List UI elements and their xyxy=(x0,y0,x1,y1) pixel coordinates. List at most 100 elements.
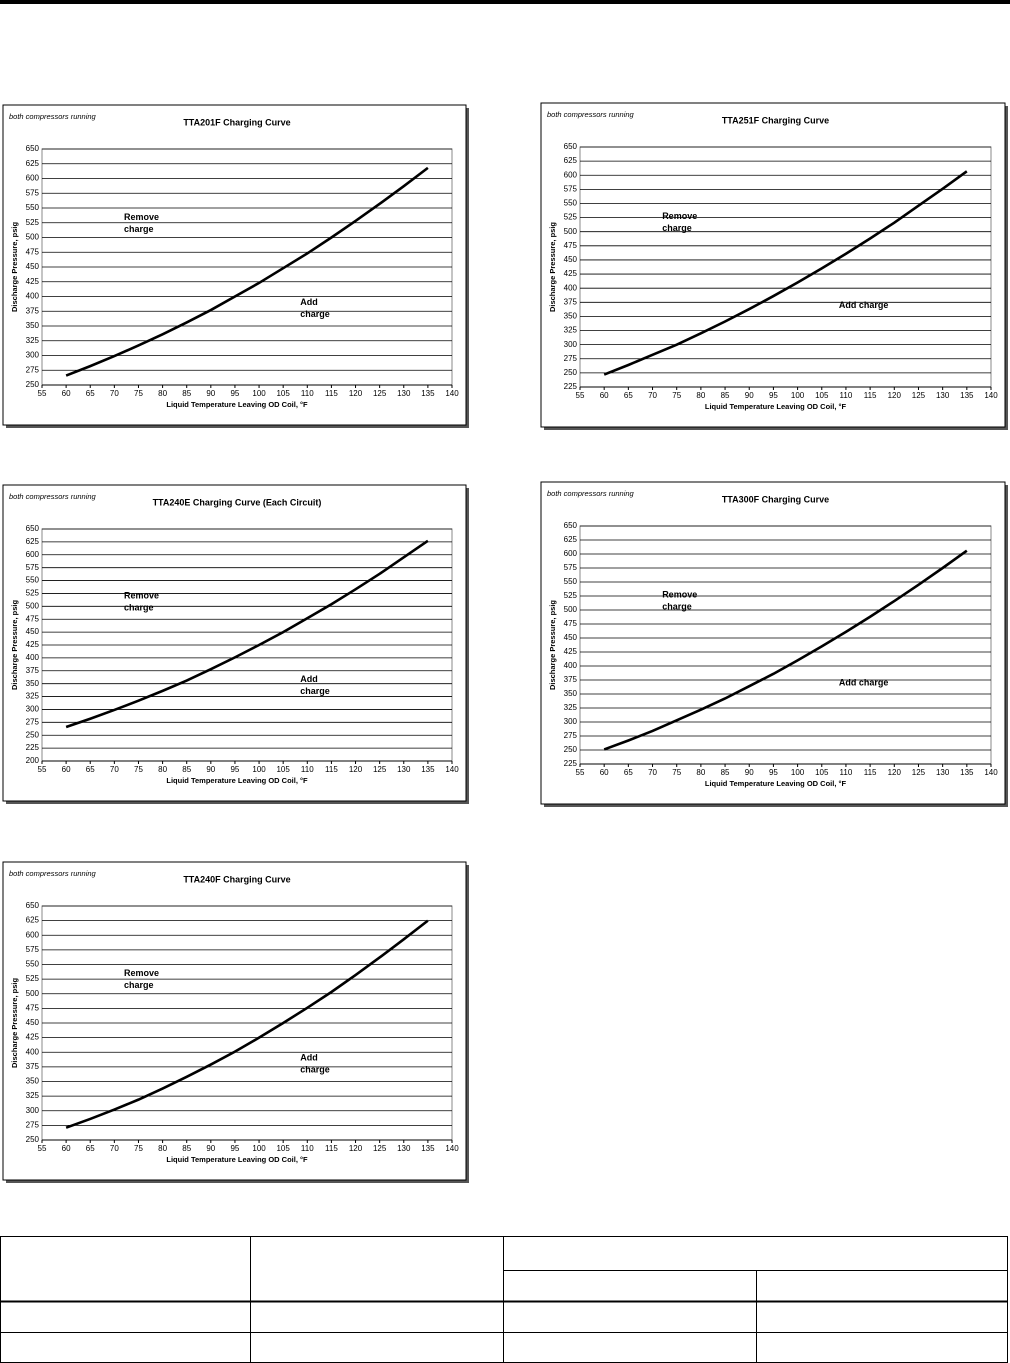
y-tick-label: 475 xyxy=(564,241,578,250)
x-axis-label: Liquid Temperature Leaving OD Coil, °F xyxy=(166,1155,308,1164)
chart: both compressors running TTA300F Charging… xyxy=(540,481,1008,807)
x-tick-label: 115 xyxy=(325,389,338,398)
x-tick-label: 65 xyxy=(624,768,633,777)
y-tick-label: 450 xyxy=(564,255,578,264)
y-tick-label: 425 xyxy=(26,640,40,649)
annotation: charge xyxy=(124,980,154,990)
annotation: Remove xyxy=(124,968,159,978)
x-tick-label: 105 xyxy=(815,768,829,777)
annotation: Remove xyxy=(662,211,697,221)
chart-note: both compressors running xyxy=(9,112,97,121)
x-tick-label: 100 xyxy=(791,768,805,777)
y-tick-label: 325 xyxy=(564,326,578,335)
annotation: charge xyxy=(124,603,154,613)
chart-title: TTA251F Charging Curve xyxy=(722,115,829,125)
y-tick-label: 550 xyxy=(564,577,578,586)
annotation: Remove xyxy=(124,212,159,222)
x-tick-label: 90 xyxy=(745,391,754,400)
x-tick-label: 55 xyxy=(38,765,47,774)
y-tick-label: 400 xyxy=(26,292,40,301)
y-tick-label: 250 xyxy=(26,380,40,389)
y-tick-label: 375 xyxy=(26,1062,40,1071)
x-tick-label: 55 xyxy=(38,389,47,398)
y-tick-label: 250 xyxy=(26,1135,40,1144)
x-tick-label: 105 xyxy=(276,1144,290,1153)
x-tick-label: 65 xyxy=(86,1144,95,1153)
y-tick-label: 400 xyxy=(564,661,578,670)
x-tick-label: 115 xyxy=(325,765,338,774)
y-tick-label: 400 xyxy=(26,1047,40,1056)
x-tick-label: 110 xyxy=(301,1144,314,1153)
y-tick-label: 275 xyxy=(26,365,40,374)
annotation: Add charge xyxy=(839,677,889,687)
x-tick-label: 130 xyxy=(397,765,411,774)
y-tick-label: 475 xyxy=(564,619,578,628)
x-tick-label: 75 xyxy=(672,391,681,400)
x-tick-label: 60 xyxy=(62,1144,71,1153)
chart-note: both compressors running xyxy=(547,110,635,119)
y-tick-label: 525 xyxy=(26,218,40,227)
y-tick-label: 275 xyxy=(26,717,40,726)
y-tick-label: 650 xyxy=(564,521,578,530)
y-tick-label: 325 xyxy=(564,703,578,712)
y-tick-label: 300 xyxy=(564,717,578,726)
annotation: Remove xyxy=(662,589,697,599)
y-tick-label: 325 xyxy=(26,336,40,345)
y-tick-label: 525 xyxy=(564,213,578,222)
chart-title: TTA240E Charging Curve (Each Circuit) xyxy=(153,497,322,507)
y-tick-label: 600 xyxy=(26,930,40,939)
y-tick-label: 225 xyxy=(26,743,40,752)
y-tick-label: 500 xyxy=(26,601,40,610)
y-tick-label: 375 xyxy=(564,297,578,306)
x-tick-label: 55 xyxy=(576,768,585,777)
x-tick-label: 140 xyxy=(445,1144,459,1153)
y-tick-label: 425 xyxy=(26,277,40,286)
x-tick-label: 135 xyxy=(421,765,435,774)
y-tick-label: 475 xyxy=(26,1003,40,1012)
y-tick-label: 350 xyxy=(564,689,578,698)
x-tick-label: 95 xyxy=(230,389,239,398)
x-tick-label: 120 xyxy=(888,391,902,400)
x-tick-label: 140 xyxy=(445,765,459,774)
y-tick-label: 575 xyxy=(26,188,40,197)
y-tick-label: 600 xyxy=(26,550,40,559)
annotation: charge xyxy=(662,601,692,611)
x-tick-label: 70 xyxy=(648,391,657,400)
y-tick-label: 350 xyxy=(26,679,40,688)
y-tick-label: 425 xyxy=(26,1033,40,1042)
x-tick-label: 115 xyxy=(325,1144,338,1153)
y-tick-label: 475 xyxy=(26,614,40,623)
y-axis-label: Discharge Pressure, psig xyxy=(548,222,557,312)
x-tick-label: 80 xyxy=(696,768,705,777)
y-tick-label: 300 xyxy=(564,340,578,349)
x-tick-label: 75 xyxy=(134,765,143,774)
chart: both compressors running TTA201F Charging… xyxy=(2,104,469,428)
y-axis-label: Discharge Pressure, psig xyxy=(548,600,557,690)
x-tick-label: 70 xyxy=(648,768,657,777)
curve xyxy=(65,919,429,1129)
y-tick-label: 225 xyxy=(564,382,578,391)
x-tick-label: 130 xyxy=(936,391,950,400)
annotation: charge xyxy=(300,686,330,696)
y-tick-label: 625 xyxy=(26,159,40,168)
annotation: Add xyxy=(300,297,318,307)
y-tick-label: 600 xyxy=(564,170,578,179)
chart-title: TTA300F Charging Curve xyxy=(722,494,829,504)
x-tick-label: 65 xyxy=(86,389,95,398)
chart: both compressors running TTA240F Charging… xyxy=(2,861,469,1183)
y-tick-label: 400 xyxy=(564,283,578,292)
x-tick-label: 140 xyxy=(445,389,459,398)
y-tick-label: 275 xyxy=(564,354,578,363)
plot-area xyxy=(579,525,992,765)
y-tick-label: 225 xyxy=(564,759,578,768)
x-tick-label: 55 xyxy=(576,391,585,400)
y-tick-label: 350 xyxy=(564,312,578,321)
x-tick-label: 85 xyxy=(182,389,191,398)
y-tick-label: 500 xyxy=(26,233,40,242)
x-tick-label: 60 xyxy=(600,391,609,400)
x-tick-label: 110 xyxy=(301,389,314,398)
y-tick-label: 300 xyxy=(26,351,40,360)
x-tick-label: 80 xyxy=(158,389,167,398)
annotation: Remove xyxy=(124,591,159,601)
